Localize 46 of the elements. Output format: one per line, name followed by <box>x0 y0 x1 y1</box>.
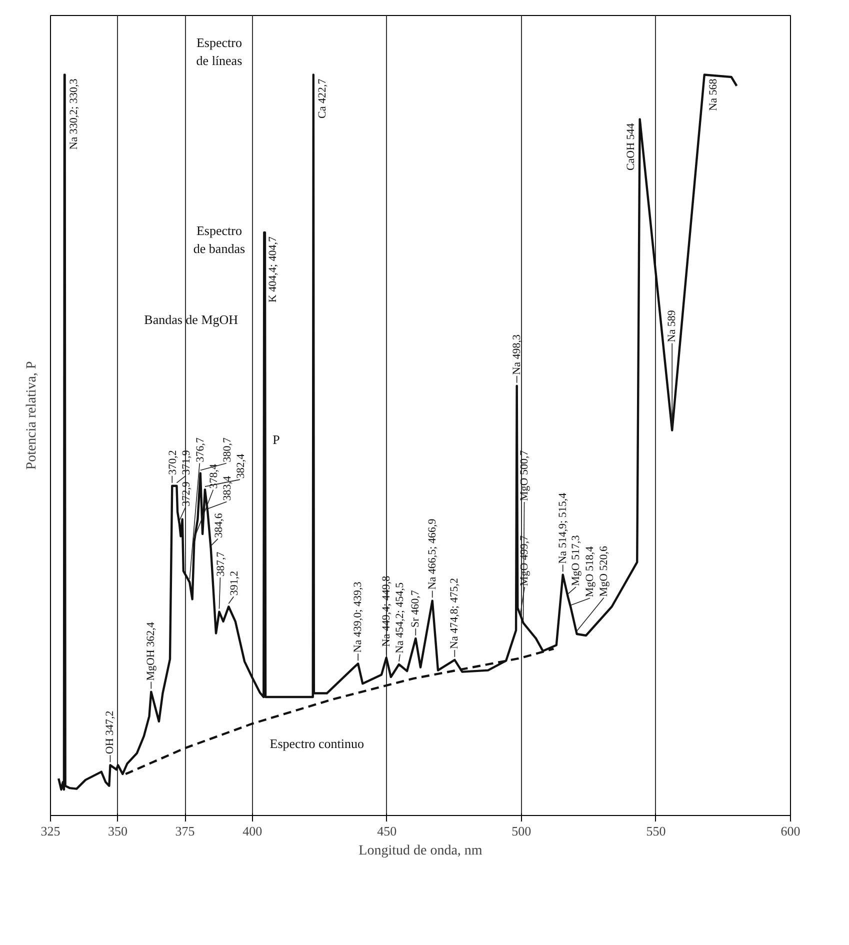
annotation: MgO 518,4 <box>584 546 596 598</box>
annotation: Bandas de MgOH <box>144 312 238 327</box>
annotation: Na 474,8; 475,2 <box>448 578 461 649</box>
annotation: Sr 460,7 <box>410 590 422 628</box>
annotation: MgOH 362,4 <box>145 622 158 681</box>
annotation: Espectro de bandas <box>193 223 246 256</box>
annotation: 380,7 <box>221 437 234 462</box>
annotation: Na 439,0; 439,3 <box>352 581 364 653</box>
y-axis-title: Potencia relativa, P <box>24 361 40 470</box>
x-tick-label: 375 <box>175 824 195 838</box>
annotation: Na 449,4; 449,8 <box>380 575 392 647</box>
x-tick-label: 550 <box>646 824 666 838</box>
annotation: 378,4 <box>208 464 220 489</box>
annotation: 376,7 <box>194 437 207 462</box>
x-tick-label: 325 <box>40 824 60 838</box>
annotation: Na 466,5; 466,9 <box>426 518 438 590</box>
annotation: P <box>272 432 280 447</box>
annotation: 371,9 <box>180 450 193 475</box>
x-tick-label: 350 <box>108 824 128 838</box>
annotation: 382,4 <box>234 453 247 479</box>
annotation: 370,2 <box>167 450 180 475</box>
annotation: OH 347,2 <box>104 710 116 754</box>
annotation: MgO 520,6 <box>598 545 610 597</box>
annotation: Espectro continuo <box>270 736 364 751</box>
annotation: Na 568 <box>707 78 720 111</box>
annotation: Na 589 <box>666 310 678 342</box>
x-tick-label: 600 <box>780 824 800 838</box>
annotation: MgO 500,7 <box>518 450 530 501</box>
annotation: 383,4 <box>222 476 234 501</box>
annotation: MgO 517,3 <box>570 534 582 586</box>
annotation: 387,7 <box>215 551 228 577</box>
x-axis-title: Longitud de onda, nm <box>358 844 482 858</box>
annotation: Na 454,2; 454,5 <box>394 582 406 654</box>
annotation: CaOH 544 <box>624 122 637 171</box>
annotation: Na 514,9; 515,4 <box>556 492 569 564</box>
annotation: 384,6 <box>212 512 225 538</box>
annotation: Na 498,3 <box>510 334 523 375</box>
x-tick-label: 400 <box>242 824 262 838</box>
annotation: K 404,4; 404,7 <box>267 236 280 303</box>
text: Espectro de líneas <box>196 35 242 68</box>
x-tick-label: 450 <box>377 824 397 838</box>
x-tick-label: 500 <box>512 824 532 838</box>
annotation: 372,9 <box>180 481 192 506</box>
annotation: Na 330,2; 330,3 <box>68 78 80 150</box>
annotation: 391,2 <box>228 570 241 596</box>
annotation: Ca 422,7 <box>316 78 328 118</box>
